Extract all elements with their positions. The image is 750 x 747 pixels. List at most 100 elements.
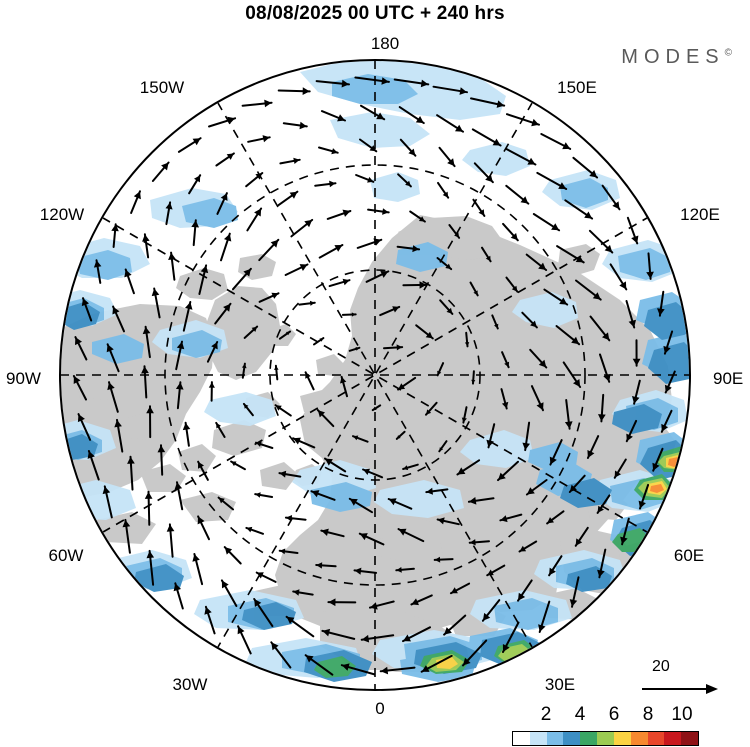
wind-vector <box>397 173 412 188</box>
wind-vector <box>284 515 307 522</box>
wind-vector <box>112 305 125 333</box>
wind-vector <box>525 253 548 271</box>
copyright-icon: © <box>724 47 732 59</box>
wind-vector <box>525 479 548 496</box>
wind-vector <box>182 301 193 332</box>
wind-vector <box>74 336 88 361</box>
colorbar-band-9 <box>664 732 682 745</box>
wind-vector <box>220 232 232 262</box>
wind-vector <box>321 628 356 640</box>
wind-vector <box>107 381 119 413</box>
wind-vector <box>314 180 337 188</box>
wind-vector <box>660 409 673 433</box>
wind-vector <box>505 276 519 293</box>
wind-vector <box>546 510 565 525</box>
wind-vector <box>217 496 234 511</box>
wind-vector <box>313 337 325 346</box>
wind-vector <box>292 437 316 449</box>
wind-vector <box>409 210 426 223</box>
wind-vector <box>144 490 153 526</box>
colorbar-tick-8: 8 <box>642 704 654 725</box>
wind-vector <box>285 615 315 638</box>
wind-vector <box>278 330 292 340</box>
colorbar-band-10 <box>681 732 698 745</box>
wind-vector <box>356 238 383 249</box>
wind-vector <box>243 325 259 339</box>
wind-vector <box>122 518 131 554</box>
wind-vector <box>320 528 345 538</box>
wind-vector <box>360 634 395 643</box>
wind-vector <box>320 110 346 122</box>
wind-vector <box>304 654 334 676</box>
wind-vector <box>472 198 486 217</box>
wind-vector <box>556 245 585 264</box>
wind-vector <box>395 567 415 573</box>
wind-vector <box>555 325 581 346</box>
wind-vector <box>638 483 650 510</box>
wind-vector <box>358 532 385 546</box>
wind-vector <box>352 435 369 443</box>
wind-vector <box>626 216 639 245</box>
colorbar-band-4 <box>580 732 598 745</box>
wind-vector <box>245 526 264 535</box>
wind-vector <box>448 224 461 239</box>
wind-vector <box>399 138 417 157</box>
wind-vector <box>298 300 316 306</box>
wind-vector <box>596 494 611 514</box>
wind-vector <box>316 409 335 428</box>
wind-vector <box>292 589 314 596</box>
wind-vector <box>470 97 506 108</box>
wind-vector <box>354 76 390 85</box>
wind-vector <box>197 460 209 481</box>
wind-vector <box>379 666 416 675</box>
wind-vector <box>540 133 572 150</box>
wind-vector <box>497 460 519 482</box>
wind-vector <box>315 79 350 88</box>
wind-vector <box>173 582 184 610</box>
wind-vector <box>536 171 568 190</box>
wind-vector <box>247 135 271 143</box>
wind-vector <box>461 406 468 424</box>
wind-vector <box>146 549 155 586</box>
wind-vector <box>521 311 538 329</box>
wind-vector <box>625 419 638 443</box>
wind-vector <box>506 113 540 127</box>
wind-vector <box>198 264 209 295</box>
wind-vector <box>471 128 502 147</box>
wind-vector <box>529 348 548 369</box>
wind-vector <box>393 78 430 88</box>
longitude-label-120w: 120W <box>39 205 85 224</box>
wind-vector <box>340 375 348 398</box>
wind-vector <box>568 474 586 493</box>
wind-vector <box>438 440 448 453</box>
wind-vector <box>433 556 454 563</box>
longitude-label-30e: 30E <box>544 675 576 694</box>
wind-vector <box>398 106 425 125</box>
wind-vector <box>174 481 184 511</box>
wind-vector <box>632 379 641 405</box>
wind-vector <box>216 192 228 215</box>
page-title: 08/08/2025 00 UTC + 240 hrs <box>245 3 505 24</box>
wind-vector <box>318 146 339 155</box>
wind-vector <box>124 268 135 295</box>
wind-vector <box>569 576 580 608</box>
wind-vector <box>341 312 357 317</box>
wind-vector <box>543 288 569 306</box>
wind-vector <box>318 244 344 259</box>
wind-vector <box>72 375 87 401</box>
wind-vector <box>369 600 395 610</box>
wind-vector <box>625 300 636 329</box>
longitude-label-90e: 90E <box>713 369 744 388</box>
wind-vector <box>486 423 496 449</box>
wind-vector <box>589 315 611 342</box>
wind-vector <box>462 639 488 667</box>
wind-vector <box>192 553 204 586</box>
wind-vector <box>359 138 378 153</box>
wind-vector <box>232 267 252 291</box>
wind-vector <box>601 184 621 211</box>
wind-vector <box>175 340 185 371</box>
wind-vector <box>575 279 602 301</box>
wind-vector <box>548 555 563 577</box>
wind-vector <box>253 598 274 628</box>
